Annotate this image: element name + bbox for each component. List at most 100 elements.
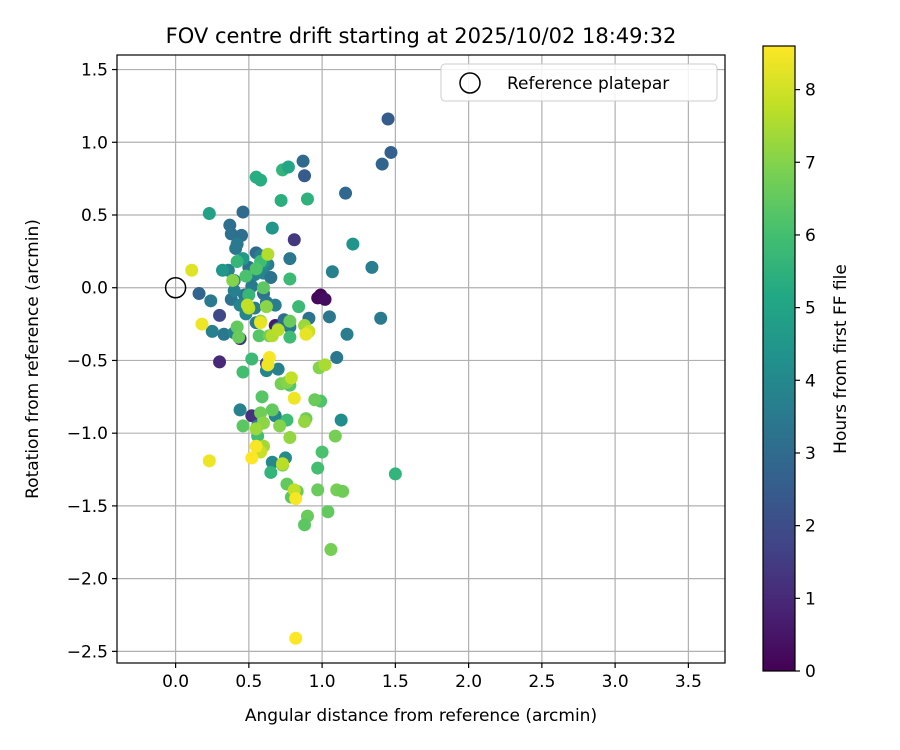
y-tick-label: 1.0 (81, 133, 108, 153)
data-point (226, 273, 240, 287)
y-tick-label: 1.5 (81, 61, 108, 81)
data-points (185, 112, 402, 645)
colorbar-gradient (763, 46, 795, 671)
data-point (236, 365, 250, 379)
data-point (265, 221, 279, 235)
data-point (298, 518, 312, 532)
y-tick-label: −2.0 (67, 570, 108, 590)
data-point (255, 390, 269, 404)
colorbar-tick-label: 2 (805, 517, 816, 537)
y-tick-label: −1.0 (67, 424, 108, 444)
legend: Reference platepar (440, 63, 718, 102)
data-point (299, 327, 313, 341)
data-point (254, 173, 268, 187)
x-tick-label: 1.5 (382, 672, 409, 692)
data-point (325, 265, 339, 279)
data-point (245, 451, 259, 465)
colorbar-label: Hours from first FF file (831, 264, 851, 454)
data-point (296, 154, 310, 168)
x-tick-label: 3.5 (675, 672, 702, 692)
y-tick-label: −1.5 (67, 497, 108, 517)
data-point (283, 330, 297, 344)
data-point (300, 192, 314, 206)
grid (117, 55, 725, 663)
data-point (236, 419, 250, 433)
data-point (204, 294, 218, 308)
data-point (249, 422, 263, 436)
data-point (321, 505, 335, 519)
data-point (384, 145, 398, 159)
data-point (298, 415, 312, 429)
x-axis-ticks: 0.0 0.5 1.0 1.5 2.0 2.5 3.0 3.5 (162, 663, 702, 692)
legend-label: Reference platepar (507, 74, 669, 94)
colorbar-tick-label: 3 (805, 444, 816, 464)
colorbar-tick-label: 5 (805, 299, 816, 319)
data-point (205, 324, 219, 338)
data-point (252, 329, 266, 343)
reference-platepar-point (164, 276, 187, 299)
data-point (336, 484, 350, 498)
data-point (257, 281, 271, 295)
legend-box (440, 63, 718, 102)
data-point (233, 403, 247, 417)
data-point (375, 157, 389, 171)
colorbar-tick-label: 8 (805, 81, 816, 101)
data-point (388, 467, 402, 481)
data-point (287, 391, 301, 405)
plot-frame (116, 54, 726, 664)
y-tick-label: 0.5 (81, 206, 108, 226)
data-point (318, 358, 332, 372)
data-point (230, 320, 244, 334)
y-tick-label: 0.0 (81, 279, 108, 299)
data-point (292, 300, 306, 314)
data-point (381, 112, 395, 126)
data-point (289, 492, 303, 506)
colorbar-frame (762, 45, 796, 672)
data-point (215, 263, 229, 277)
data-point (339, 186, 353, 200)
data-point (249, 439, 263, 453)
data-point (365, 260, 379, 274)
legend-circle-marker (459, 72, 481, 94)
data-point (249, 262, 263, 276)
x-tick-label: 2.5 (528, 672, 555, 692)
x-tick-label: 1.0 (309, 672, 336, 692)
colorbar-tick-label: 4 (805, 371, 816, 391)
data-point (334, 413, 348, 427)
data-point (227, 284, 241, 298)
data-point (192, 287, 206, 301)
data-point (298, 169, 312, 183)
data-point (328, 429, 342, 443)
data-point (213, 355, 227, 369)
colorbar: 0 1 2 3 4 5 6 7 8 Hours from first FF file (762, 45, 851, 682)
data-point (236, 205, 250, 219)
data-point (224, 227, 238, 241)
data-point (283, 431, 297, 445)
data-point (318, 292, 332, 306)
data-point (322, 310, 336, 324)
data-point (330, 351, 344, 365)
data-point (287, 233, 301, 247)
data-point (273, 419, 287, 433)
data-point (315, 445, 329, 459)
data-point (254, 406, 268, 420)
data-point (202, 454, 216, 468)
colorbar-tick-label: 7 (805, 153, 816, 173)
y-axis-label: Rotation from reference (arcmin) (23, 219, 43, 499)
data-point (283, 252, 297, 266)
data-point (374, 311, 388, 325)
colorbar-ticks: 0 1 2 3 4 5 6 7 8 (795, 81, 816, 682)
data-point (259, 300, 273, 314)
data-point (289, 631, 303, 645)
x-tick-label: 0.5 (235, 672, 262, 692)
data-point (245, 352, 259, 366)
data-point (340, 327, 354, 341)
y-tick-label: −0.5 (67, 351, 108, 371)
data-point (271, 323, 285, 337)
data-point (232, 330, 246, 344)
data-point (271, 362, 285, 376)
data-point (284, 371, 298, 385)
data-point (324, 543, 338, 557)
reference-marker (164, 276, 187, 299)
